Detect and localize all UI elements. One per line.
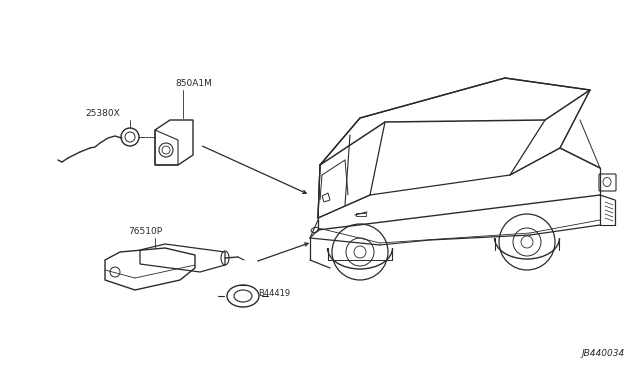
Text: JB440034: JB440034 [582, 349, 625, 358]
Bar [356, 213, 366, 216]
Text: 850A1M: 850A1M [175, 79, 212, 88]
Text: 25380X: 25380X [85, 109, 120, 118]
Text: B44419: B44419 [258, 289, 290, 298]
Text: 76510P: 76510P [128, 227, 162, 236]
